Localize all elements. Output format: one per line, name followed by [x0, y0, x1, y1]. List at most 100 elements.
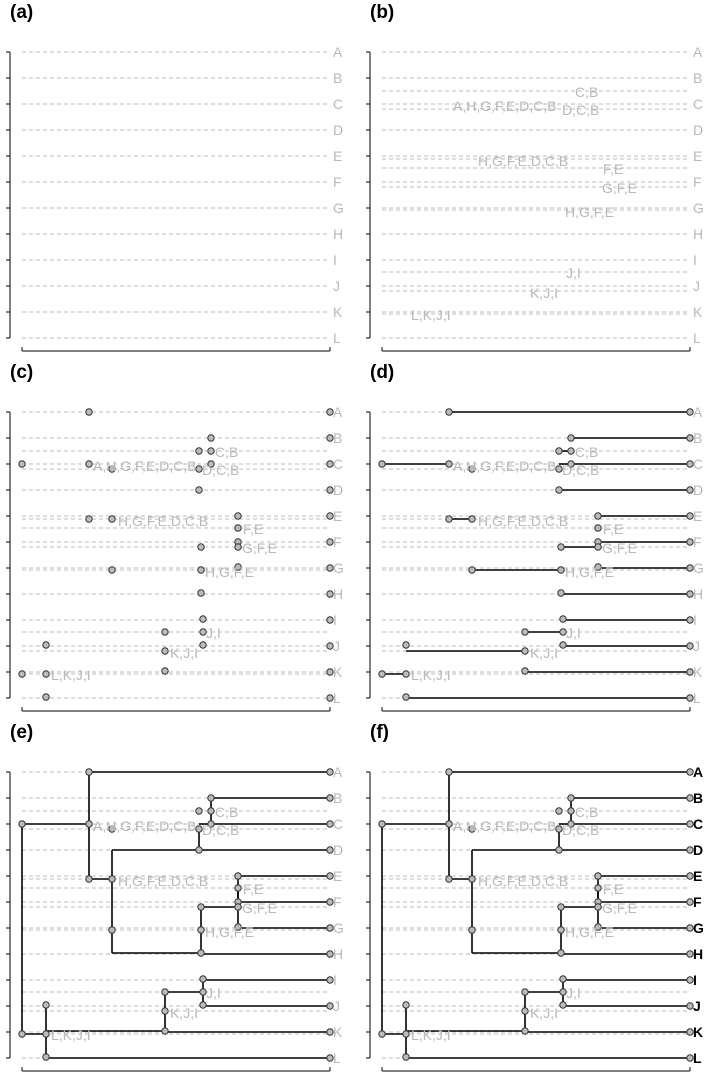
tip-label-A: A [333, 404, 343, 420]
tree-node [521, 628, 529, 636]
tree-node [594, 524, 602, 532]
tree-node [199, 628, 207, 636]
tip-label-E: E [333, 868, 342, 884]
cluster-label: A,H,G,F,E,D,C,B [93, 818, 196, 834]
tree-node [326, 590, 334, 598]
cluster-label: K,J,I [170, 1005, 198, 1021]
tree-node [445, 768, 453, 776]
tree-node [197, 589, 205, 597]
cluster-label: C,B [215, 444, 238, 460]
tree-node [686, 846, 694, 854]
tree-node [555, 846, 563, 854]
tree-node [378, 1030, 386, 1038]
tree-node [686, 590, 694, 598]
tree-node [445, 408, 453, 416]
tree-node [42, 1053, 50, 1061]
tip-label-C: C [333, 816, 343, 832]
panel-b: (b) C,B A,H,G,F,E,D,C,B D,C,B H,G,F,E,D,C,B F… [366, 2, 704, 352]
cluster-label: C,B [575, 444, 598, 460]
tree-node [326, 460, 334, 468]
tree-node [686, 408, 694, 416]
cluster-label: F,E [243, 521, 263, 537]
tree-node [594, 543, 602, 551]
tip-label-G: G [693, 920, 704, 936]
panel-label: (d) [370, 362, 394, 383]
tree-node [326, 486, 334, 494]
tree-node [42, 641, 50, 649]
tree-node [85, 515, 93, 523]
tree-node [326, 512, 334, 520]
tree-node [567, 794, 575, 802]
cluster-label: K,J,I [170, 645, 198, 661]
tip-label-L: L [693, 1050, 702, 1066]
tip-label-K: K [693, 304, 703, 320]
tree-node [686, 794, 694, 802]
tree-node [594, 512, 602, 520]
tip-label-A: A [333, 44, 343, 60]
tree-node [686, 616, 694, 624]
tree-node [161, 628, 169, 636]
tree-node [326, 924, 334, 932]
tip-label-L: L [333, 690, 341, 706]
tree-node [686, 460, 694, 468]
tip-label-H: H [693, 946, 703, 962]
tree-node [85, 875, 93, 883]
cluster-label: D,C,B [562, 462, 599, 478]
cluster-label: H,G,F,E [205, 924, 254, 940]
tree-node [468, 825, 476, 833]
tip-label-I: I [693, 252, 697, 268]
cluster-label: A,H,G,F,E,D,C,B [453, 458, 556, 474]
tree-node [559, 1001, 567, 1009]
tree-node [326, 668, 334, 676]
tree-node [326, 642, 334, 650]
tree-node [197, 566, 205, 574]
tip-label-C: C [693, 456, 703, 472]
cluster-label: L,K,J,I [51, 667, 91, 683]
tree-node [207, 820, 215, 828]
tree-node [686, 1054, 694, 1062]
tree-node [557, 589, 565, 597]
tip-label-K: K [333, 1024, 343, 1040]
tip-label-J: J [693, 278, 700, 294]
tree-node [197, 949, 205, 957]
tree-node [445, 875, 453, 883]
tip-label-H: H [693, 226, 703, 242]
tip-label-G: G [333, 200, 344, 216]
tree-node [378, 820, 386, 828]
tree-node [594, 563, 602, 571]
tree-node [567, 434, 575, 442]
tree-node [326, 1054, 334, 1062]
tree-node [468, 515, 476, 523]
tip-label-B: B [333, 70, 342, 86]
cluster-label: D,C,B [202, 822, 239, 838]
tree-node [686, 1028, 694, 1036]
tree-node [594, 884, 602, 892]
tree-node [468, 926, 476, 934]
tree-node [207, 434, 215, 442]
tree-node [234, 923, 242, 931]
tree-node [199, 988, 207, 996]
tree-node [85, 408, 93, 416]
tree-node [559, 641, 567, 649]
panel-f: (f) C,B A,H,G,F,E,D,C,B D,C,B H,G,F,E,D,C,B F… [366, 722, 704, 1072]
tip-label-F: F [333, 174, 342, 190]
tree-node [686, 768, 694, 776]
cluster-label: F,E [243, 881, 263, 897]
tree-node [234, 903, 242, 911]
tree-node [326, 1028, 334, 1036]
panel-label: (f) [370, 722, 389, 743]
cluster-label: C,B [575, 804, 598, 820]
tree-node [557, 543, 565, 551]
tree-node [197, 903, 205, 911]
tree-node [559, 988, 567, 996]
tree-node [378, 460, 386, 468]
tree-node [402, 693, 410, 701]
cluster-label: C,B [215, 804, 238, 820]
tree-node [18, 820, 26, 828]
tip-label-C: C [333, 96, 343, 112]
tip-label-B: B [693, 70, 702, 86]
tip-label-J: J [333, 998, 340, 1014]
cluster-label: F,E [603, 881, 623, 897]
